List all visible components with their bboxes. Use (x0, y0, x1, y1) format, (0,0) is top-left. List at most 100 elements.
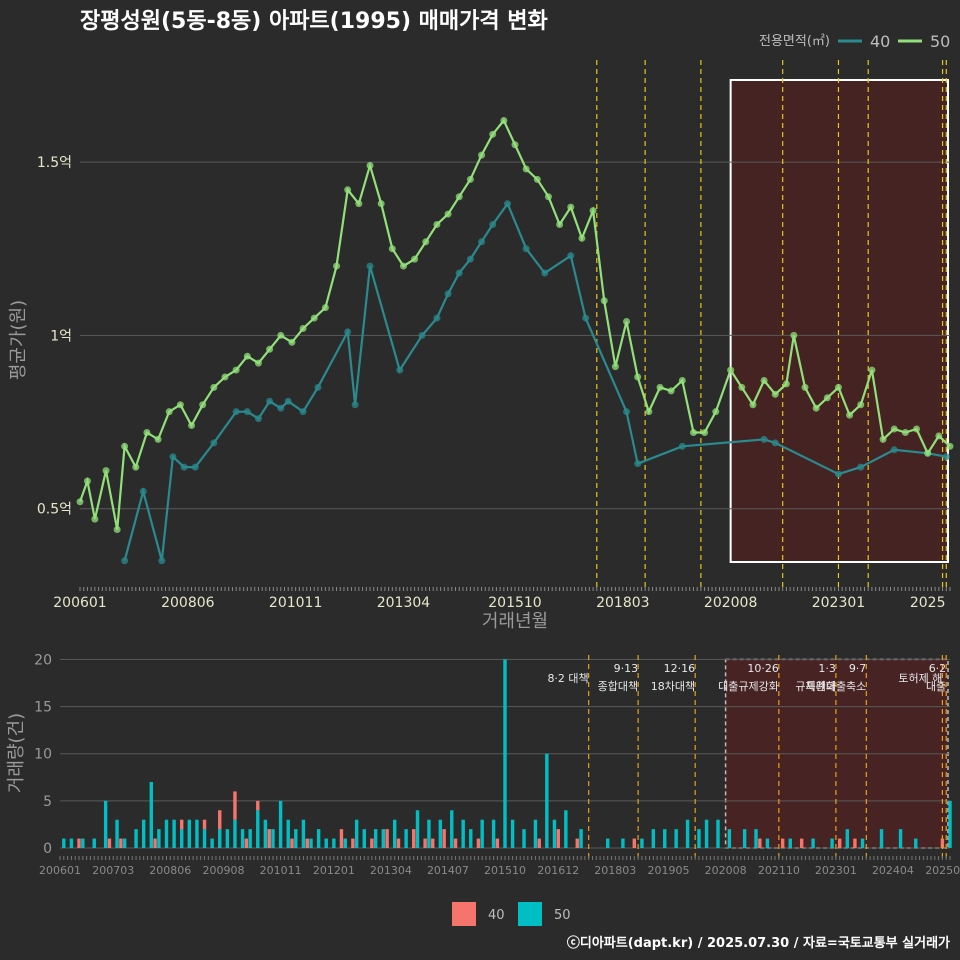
price-point-50 (611, 363, 619, 371)
price-x-tick-label: 202008 (704, 595, 757, 611)
volume-x-tick-label: 202110 (758, 864, 800, 877)
price-point-50 (556, 220, 564, 228)
volume-bar-50 (491, 819, 496, 848)
price-point-50 (868, 366, 876, 374)
volume-bar-40 (305, 838, 309, 848)
volume-bar-50 (180, 829, 184, 848)
volume-x-tick-label: 200908 (203, 864, 245, 877)
volume-bar-50 (685, 819, 690, 848)
price-point-50 (567, 203, 575, 211)
volume-x-tick-label: 201011 (260, 864, 302, 877)
volume-bar-40 (290, 838, 294, 848)
price-point-40 (760, 435, 768, 443)
volume-bar-50 (564, 810, 568, 848)
price-point-50 (143, 428, 151, 436)
price-point-40 (351, 401, 359, 409)
price-y-tick-label: 1.5억 (37, 155, 72, 171)
price-point-40 (455, 269, 463, 277)
volume-bar-50 (427, 819, 431, 848)
volume-bar-50 (324, 838, 328, 848)
price-x-tick-label: 201803 (596, 595, 649, 611)
price-point-50 (879, 435, 887, 443)
price-point-50 (154, 435, 162, 443)
volume-x-tick-label: 200806 (149, 864, 191, 877)
price-point-50 (254, 359, 262, 367)
credit-text: ⓒ디아파트(dapt.kr) / 2025.07.30 / 자료=국토교통부 실… (567, 935, 950, 951)
volume-bar-50 (103, 800, 108, 848)
price-point-50 (76, 498, 84, 506)
volume-bar-40 (575, 838, 579, 848)
volume-bar-40 (233, 791, 237, 820)
volume-bar-40 (537, 838, 541, 848)
volume-legend: 40 50 (452, 902, 571, 926)
price-point-50 (645, 408, 653, 416)
price-point-40 (890, 446, 898, 454)
price-point-50 (377, 200, 385, 208)
price-point-40 (396, 366, 404, 374)
volume-bar-40 (385, 829, 389, 848)
price-x-tick-label: 2025 (910, 595, 946, 611)
price-point-40 (191, 463, 199, 471)
price-point-40 (623, 408, 631, 416)
volume-bar-40 (119, 838, 123, 848)
volume-bar-40 (442, 829, 446, 848)
price-x-tick-label: 200806 (161, 595, 215, 611)
price-point-50 (623, 318, 631, 326)
policy-annotation-label: 토허제 해 (898, 671, 942, 685)
price-point-50 (782, 380, 790, 388)
volume-y-axis-label: 거래량(건) (6, 713, 27, 793)
price-point-50 (444, 210, 452, 218)
policy-annotation-label: 1·3 (818, 662, 836, 675)
policy-annotation-label: 대출 (926, 680, 946, 693)
volume-bar-50 (187, 819, 192, 848)
price-point-50 (132, 463, 140, 471)
policy-annotation-label: 특례대출축소 (806, 680, 867, 693)
volume-bar-50 (233, 819, 237, 848)
price-x-tick-label: 201510 (488, 595, 541, 611)
volume-bar-40 (153, 838, 157, 848)
volume-x-tick-label: 201407 (427, 864, 469, 877)
volume-bar-40 (476, 838, 481, 848)
legend-swatch-bar-40 (452, 902, 476, 926)
price-point-40 (678, 442, 686, 450)
price-point-50 (834, 383, 842, 391)
policy-annotation-label: 12·16 (664, 662, 696, 675)
volume-bar-40 (940, 838, 945, 848)
price-point-40 (180, 463, 188, 471)
price-point-40 (582, 314, 590, 322)
volume-bar-50 (811, 838, 815, 848)
volume-bar-50 (727, 829, 732, 848)
volume-bar-50 (332, 838, 336, 848)
volume-bar-40 (77, 838, 81, 848)
volume-bar-50 (271, 829, 275, 848)
price-point-50 (422, 238, 430, 246)
volume-bar-50 (316, 829, 321, 848)
volume-bar-50 (765, 838, 770, 848)
price-point-50 (344, 186, 352, 194)
price-point-50 (678, 376, 686, 384)
volume-bar-50 (301, 819, 306, 848)
price-point-40 (299, 408, 307, 416)
price-point-40 (344, 328, 352, 336)
price-point-40 (158, 557, 166, 565)
volume-bar-50 (579, 829, 583, 848)
price-point-50 (399, 262, 407, 270)
volume-bar-50 (674, 829, 678, 848)
volume-bar-50 (294, 829, 298, 848)
price-x-tick-label: 200601 (53, 595, 106, 611)
price-point-50 (113, 526, 121, 534)
price-point-50 (121, 442, 129, 450)
price-point-50 (355, 200, 363, 208)
legend-label-50: 50 (930, 32, 950, 51)
volume-bar-50 (742, 829, 747, 848)
highlight-period-box (729, 79, 950, 563)
price-point-50 (578, 234, 586, 242)
volume-y-tick-label: 5 (43, 794, 52, 810)
volume-bar-40 (632, 838, 637, 848)
volume-bar-50 (948, 800, 952, 848)
volume-bar-50 (362, 829, 366, 848)
price-point-50 (455, 193, 463, 201)
price-point-50 (489, 130, 497, 138)
legend-bar-label-40: 40 (488, 908, 505, 923)
volume-bar-40 (180, 819, 184, 830)
